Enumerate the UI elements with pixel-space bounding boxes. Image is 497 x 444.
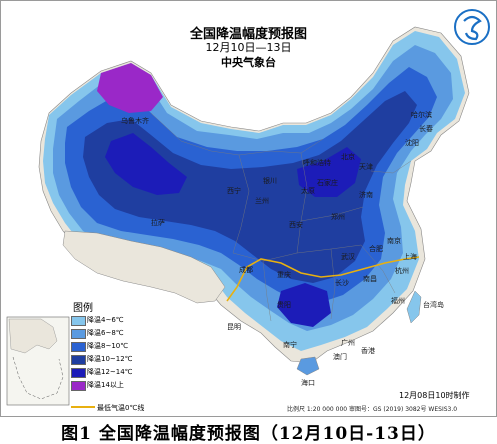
legend-label: 降温4~6℃	[87, 316, 124, 324]
place-label: 长春	[419, 125, 433, 133]
place-label: 哈尔滨	[411, 111, 432, 119]
place-label: 北京	[341, 153, 355, 161]
band-10-12	[83, 91, 417, 283]
place-label: 海口	[301, 379, 315, 387]
hainan-island	[296, 356, 320, 376]
place-label: 昆明	[227, 323, 241, 331]
place-label: 成都	[239, 266, 253, 274]
map-title: 全国降温幅度预报图	[189, 27, 307, 42]
place-label: 澳门	[333, 353, 347, 361]
place-label: 呼和浩特	[303, 159, 331, 167]
place-label: 乌鲁木齐	[121, 117, 149, 125]
place-label: 银川	[263, 177, 277, 185]
place-label: 西宁	[227, 187, 241, 195]
place-label: 拉萨	[151, 219, 165, 227]
legend-label: 降温6~8℃	[87, 329, 124, 337]
place-label: 石家庄	[317, 179, 338, 187]
isoline-swatch	[71, 406, 95, 408]
place-label: 郑州	[331, 213, 345, 221]
isoline-legend-label: 最低气温0℃线	[97, 404, 145, 412]
legend-swatch	[71, 381, 86, 391]
legend-label: 降温12~14℃	[87, 368, 133, 376]
place-label: 福州	[391, 297, 405, 305]
place-label: 南京	[387, 237, 401, 245]
map-frame: 全国降温幅度预报图 12月10日—13日 中央气象台 乌鲁木齐 拉萨 成都 北京…	[0, 0, 497, 417]
place-label: 西安	[289, 221, 303, 229]
band-14-plus	[97, 63, 163, 113]
zero-degree-isoline	[226, 256, 420, 302]
place-label: 广州	[341, 339, 355, 347]
legend-title: 图例	[73, 303, 93, 314]
place-label: 南昌	[363, 275, 377, 283]
cma-logo-icon	[454, 9, 490, 45]
place-label: 重庆	[277, 271, 291, 279]
legend-swatch	[71, 329, 86, 339]
province-boundaries	[150, 112, 412, 322]
band-12-14	[297, 147, 361, 197]
place-label: 台湾岛	[423, 301, 444, 309]
taiwan-island	[406, 290, 422, 324]
legend-label: 降温10~12℃	[87, 355, 133, 363]
place-label: 南宁	[283, 341, 297, 349]
map-footer: 比例尺 1:20 000 000 审图号：GS (2019) 3082号 WES…	[287, 406, 458, 413]
forecast-map	[1, 1, 496, 416]
land-unshaded-west	[62, 230, 226, 304]
place-label: 上海	[403, 253, 417, 261]
place-label: 合肥	[369, 245, 383, 253]
place-label: 兰州	[255, 197, 269, 205]
legend-label: 降温14以上	[87, 381, 124, 389]
place-label: 武汉	[341, 253, 355, 261]
place-label: 太原	[301, 187, 315, 195]
inset-coast	[8, 318, 58, 354]
place-label: 天津	[359, 163, 373, 171]
map-issuer: 中央气象台	[221, 56, 276, 69]
inset-nine-dash	[12, 356, 64, 400]
place-label: 长沙	[335, 279, 349, 287]
map-period: 12月10日—13日	[205, 41, 292, 54]
place-label: 济南	[359, 191, 373, 199]
legend-swatch	[71, 368, 86, 378]
place-label: 沈阳	[405, 139, 419, 147]
legend-swatch	[71, 342, 86, 352]
band-12-14	[277, 283, 331, 327]
issue-time: 12月08日10时制作	[399, 391, 470, 400]
figure-caption: 图1 全国降温幅度预报图（12月10日-13日）	[61, 424, 436, 444]
place-label: 杭州	[395, 267, 409, 275]
place-label: 香港	[361, 347, 375, 355]
band-12-14	[105, 133, 187, 195]
legend-swatch	[71, 355, 86, 365]
legend-label: 降温8~10℃	[87, 342, 129, 350]
legend-swatch	[71, 316, 86, 326]
place-label: 贵阳	[277, 301, 291, 309]
